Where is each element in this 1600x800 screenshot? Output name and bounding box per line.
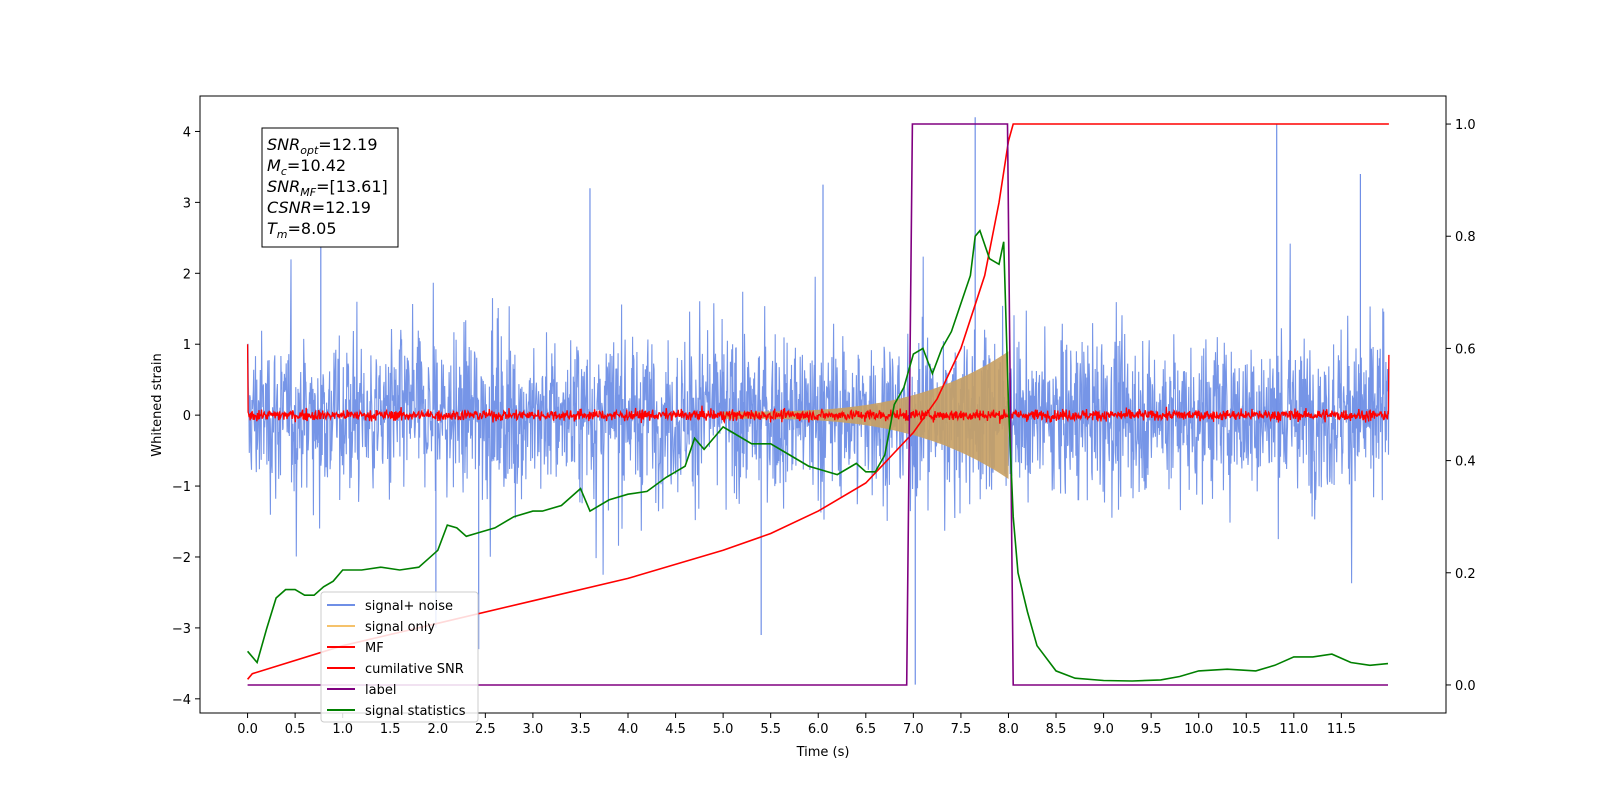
x-tick-label: 11.5 bbox=[1327, 722, 1356, 737]
y-tick-label-left: 2 bbox=[183, 267, 191, 282]
x-tick-label: 5.0 bbox=[713, 722, 734, 737]
x-tick-label: 7.5 bbox=[951, 722, 972, 737]
x-tick-label: 4.0 bbox=[618, 722, 639, 737]
info-line: Tm=8.05 bbox=[267, 219, 337, 241]
x-tick-label: 9.0 bbox=[1093, 722, 1114, 737]
legend-label: signal only bbox=[365, 620, 435, 635]
y-axis-right: 0.0 0.2 0.4 0.6 0.8 1.0 bbox=[1446, 118, 1476, 694]
x-tick-label: 10.0 bbox=[1184, 722, 1213, 737]
signal-statistics-line bbox=[246, 228, 1389, 682]
mf-series bbox=[246, 344, 1390, 424]
x-tick-label: 5.5 bbox=[760, 722, 781, 737]
x-tick-label: 2.0 bbox=[427, 722, 448, 737]
x-tick-label: 6.0 bbox=[808, 722, 829, 737]
x-tick-label: 11.0 bbox=[1279, 722, 1308, 737]
y-tick-label-left: −4 bbox=[172, 693, 191, 708]
legend-label: MF bbox=[365, 641, 384, 656]
y-axis-label: Whitened strain bbox=[150, 353, 165, 456]
x-tick-label: 8.0 bbox=[998, 722, 1019, 737]
y-tick-label-right: 1.0 bbox=[1455, 118, 1476, 133]
x-tick-label: 4.5 bbox=[665, 722, 686, 737]
x-tick-label: 6.5 bbox=[855, 722, 876, 737]
y-tick-label-left: 4 bbox=[183, 125, 191, 140]
y-tick-label-left: −3 bbox=[172, 622, 191, 637]
x-axis-label: Time (s) bbox=[796, 745, 850, 760]
info-box-frame bbox=[261, 127, 399, 248]
info-line: CSNR=12.19 bbox=[267, 198, 371, 217]
x-tick-label: 0.0 bbox=[237, 722, 258, 737]
y-tick-label-right: 0.0 bbox=[1455, 679, 1476, 694]
y-tick-label-left: 0 bbox=[183, 409, 191, 424]
mf-line bbox=[246, 344, 1390, 424]
x-tick-label: 3.0 bbox=[523, 722, 544, 737]
legend-frame bbox=[320, 591, 479, 723]
info-line: SNRMF=[13.61] bbox=[267, 177, 388, 199]
x-tick-label: 0.5 bbox=[285, 722, 306, 737]
axes-frame bbox=[199, 95, 1447, 714]
info-line: Mc=10.42 bbox=[267, 156, 346, 178]
y-tick-label-right: 0.4 bbox=[1455, 455, 1476, 470]
legend: signal+ noise signal only MF cumilative SNR… bbox=[320, 591, 479, 723]
legend-label: cumilative SNR bbox=[365, 662, 464, 677]
info-box: SNRopt=12.19Mc=10.42SNRMF=[13.61]CSNR=12… bbox=[261, 127, 399, 248]
y-tick-label-right: 0.8 bbox=[1455, 230, 1476, 245]
x-tick-label: 7.0 bbox=[903, 722, 924, 737]
y-tick-label-left: 1 bbox=[183, 338, 191, 353]
label-line bbox=[247, 123, 1388, 686]
y-axis-left: −4 −3 −2 −1 0 1 2 3 4 bbox=[172, 125, 200, 708]
y-tick-label-right: 0.6 bbox=[1455, 342, 1476, 357]
x-tick-label: 3.5 bbox=[570, 722, 591, 737]
y-tick-label-left: 3 bbox=[183, 196, 191, 211]
x-tick-label: 1.5 bbox=[380, 722, 401, 737]
y-tick-label-left: −2 bbox=[172, 551, 191, 566]
y-tick-label-left: −1 bbox=[172, 480, 191, 495]
legend-label: signal+ noise bbox=[365, 599, 453, 614]
x-tick-label: 9.5 bbox=[1141, 722, 1162, 737]
x-tick-label: 2.5 bbox=[475, 722, 496, 737]
info-line: SNRopt=12.19 bbox=[267, 135, 378, 157]
x-tick-label: 8.5 bbox=[1046, 722, 1067, 737]
x-tick-label: 1.0 bbox=[332, 722, 353, 737]
signal-noise-series bbox=[247, 117, 1390, 685]
y-tick-label-right: 0.2 bbox=[1455, 567, 1476, 582]
legend-label: label bbox=[365, 683, 396, 698]
legend-label: signal statistics bbox=[365, 704, 466, 719]
x-tick-label: 10.5 bbox=[1232, 722, 1261, 737]
signal-noise-line bbox=[247, 243, 1390, 584]
